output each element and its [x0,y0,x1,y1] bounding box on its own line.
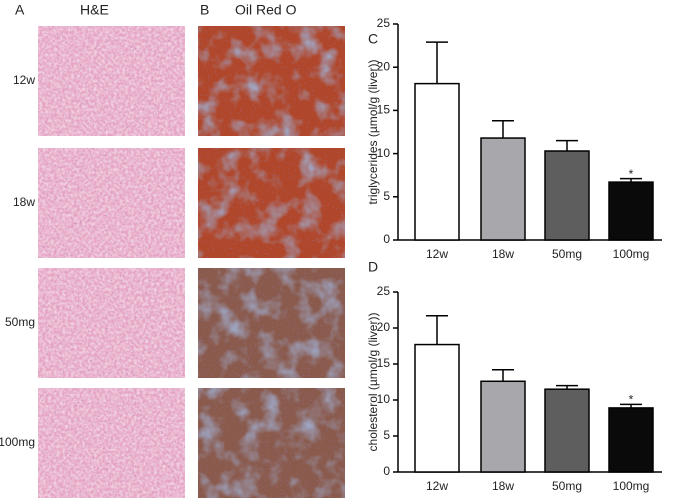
x-tick-label: 50mg [552,247,582,261]
oro-nuclei [198,388,345,498]
x-tick-label: 18w [492,247,514,261]
x-tick-label: 100mg [613,247,650,261]
bar [480,137,526,241]
oro-nuclei [198,26,345,136]
y-tick-label: 10 [377,146,391,160]
x-tick-label: 50mg [552,479,582,493]
y-tick-label: 10 [377,392,391,406]
y-axis-label: triglycerides (µmol/g (liver)) [366,60,380,205]
he-nuclei [38,148,185,258]
y-tick-label: 5 [383,428,390,442]
column-title: H&E [80,2,109,18]
he-nuclei [38,26,185,136]
oro-nuclei [198,268,345,378]
y-tick-label: 0 [383,232,390,246]
row-label: 18w [13,195,35,209]
y-tick-label: 0 [383,464,390,478]
y-tick-label: 15 [377,103,391,117]
row-label: 100mg [0,435,35,449]
y-tick-label: 5 [383,189,390,203]
x-tick-label: 100mg [613,479,650,493]
bar [544,388,590,473]
y-tick-label: 25 [377,16,391,30]
bar [414,82,460,241]
y-tick-label: 15 [377,356,391,370]
y-tick-label: 25 [377,284,391,298]
y-axis-label: cholesterol (µmol/g (liver)) [366,313,380,452]
oro-nuclei [198,148,345,258]
significance-mark: * [629,167,634,181]
panel-label: D [368,259,378,275]
he-nuclei [38,388,185,498]
panel-label: A [15,2,25,18]
panel-label: C [368,31,378,47]
x-tick-label: 12w [426,479,448,493]
bar [414,343,460,473]
he-nuclei [38,268,185,378]
bar [608,407,654,473]
bar [544,150,590,241]
panel-label: B [200,2,209,18]
y-tick-label: 20 [377,59,391,73]
y-tick-label: 20 [377,320,391,334]
x-tick-label: 12w [426,247,448,261]
row-label: 12w [13,73,35,87]
x-tick-label: 18w [492,479,514,493]
bar [608,181,654,241]
row-label: 50mg [5,315,35,329]
bar [480,380,526,473]
column-title: Oil Red O [235,2,297,18]
significance-mark: * [629,392,634,406]
